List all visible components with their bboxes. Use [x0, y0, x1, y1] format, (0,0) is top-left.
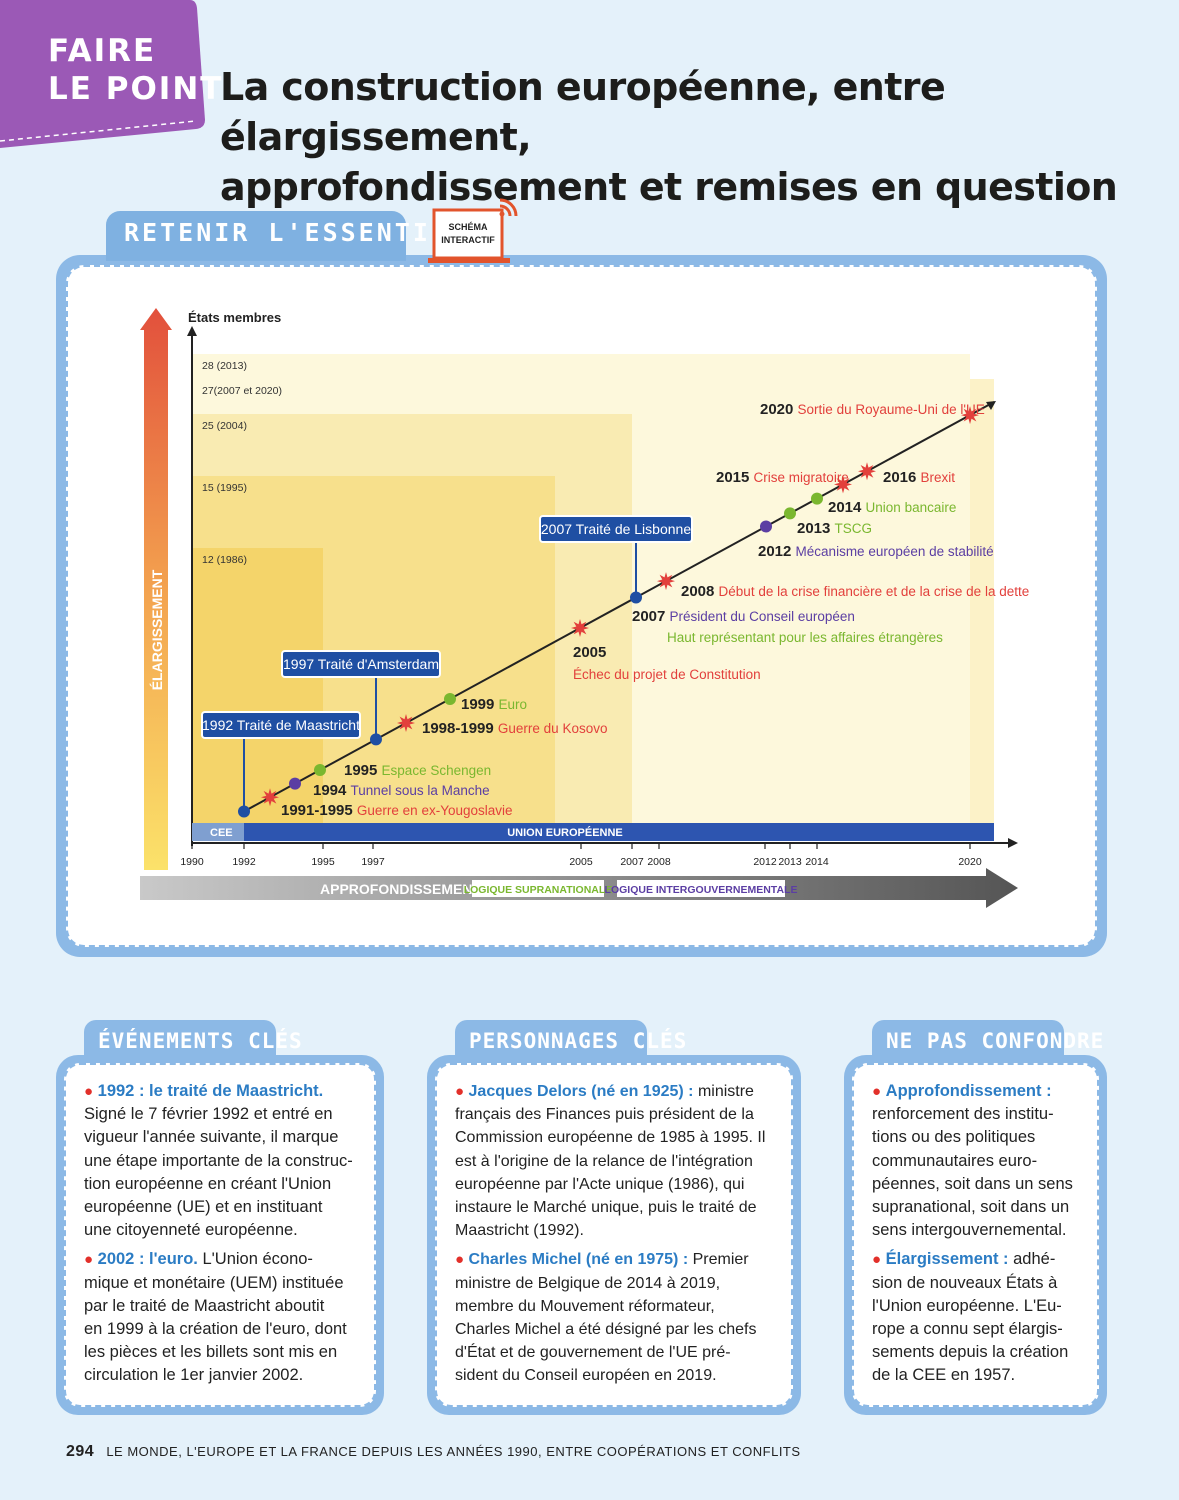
crisis-marker	[834, 475, 852, 494]
event-label: 1991-1995 Guerre en ex-Yougoslavie	[281, 802, 513, 819]
member-level-areas: 28 (2013) 27(2007 et 2020) 25 (2004) 15 (19…	[192, 354, 994, 823]
x-tick-label: 1997	[361, 856, 385, 868]
chapter-tag	[0, 0, 205, 148]
member-level-label: 27(2007 et 2020)	[202, 385, 282, 397]
member-level-label: 28 (2013)	[202, 360, 247, 372]
legend-inter-box	[617, 880, 785, 897]
interactive-schema-label: SCHÉMA INTERACTIF	[441, 222, 495, 245]
crisis-marker	[961, 406, 979, 425]
event-label: 2014 Union bancaire	[828, 499, 956, 516]
personnages-item-1: ● Jacques Delors (né en 1925) : ministre…	[455, 1083, 766, 1240]
supra-marker	[444, 692, 456, 705]
member-level-label: 15 (1995)	[202, 482, 247, 494]
eu-timeline-diagram: 28 (2013) 27(2007 et 2020) 25 (2004) 15 (19…	[140, 308, 1029, 908]
event-label: 1998-1999 Guerre du Kosovo	[422, 720, 607, 737]
x-tick-label: 2020	[958, 856, 982, 868]
event-label: 2008 Début de la crise financière et de …	[681, 583, 1029, 600]
footer-text: LE MONDE, L'EUROPE ET LA FRANCE DEPUIS L…	[106, 1444, 801, 1459]
legend-supra: LOGIQUE SUPRANATIONALE	[464, 884, 613, 896]
x-tick-label: 1992	[232, 856, 256, 868]
personnages-item-2: ● Charles Michel (né en 1975) : Premier …	[455, 1251, 757, 1385]
retenir-tab-label: RETENIR L'ESSENTIEL	[124, 218, 467, 247]
event-label: Haut représentant pour les affaires étra…	[667, 630, 943, 645]
confondre-text: ● Approfondissement : renforcement des i…	[872, 1080, 1094, 1394]
member-level-label: 12 (1986)	[202, 554, 247, 566]
personnages-content	[435, 1063, 793, 1407]
confondre-content	[852, 1063, 1099, 1407]
inter-marker	[289, 777, 301, 790]
treaty-label: 2007 Traité de Lisbonne	[541, 521, 691, 537]
supra-marker	[811, 492, 823, 505]
legend-inter: LOGIQUE INTERGOUVERNEMENTALE	[605, 884, 798, 896]
treaty-label: 1992 Traité de Maastricht	[202, 717, 360, 733]
crisis-marker	[858, 462, 876, 481]
x-tick-label: 2012	[753, 856, 777, 868]
x-tick-label: 2014	[805, 856, 829, 868]
event-label: 2007 Président du Conseil européen	[632, 608, 855, 625]
page-footer: 294 LE MONDE, L'EUROPE ET LA FRANCE DEPU…	[66, 1443, 801, 1461]
evenements-tab-label: ÉVÉNEMENTS CLÉS	[98, 1029, 303, 1053]
crisis-marker	[261, 788, 279, 807]
event-label: 2012 Mécanisme européen de stabilité	[758, 543, 994, 560]
crisis-marker	[397, 714, 415, 732]
treaty-box	[539, 515, 693, 543]
inter-marker	[760, 520, 772, 533]
evenements-content	[64, 1063, 376, 1407]
page-number: 294	[66, 1443, 95, 1460]
event-labels: 1992 Traité de Maastricht 1997 Traité d'A…	[201, 401, 1029, 819]
treaty-box	[201, 711, 361, 739]
cee-band	[192, 823, 244, 841]
x-tick-label: 2008	[647, 856, 671, 868]
personnages-tab	[455, 1020, 647, 1064]
personnages-text: ● Jacques Delors (né en 1925) : ministre…	[455, 1080, 785, 1394]
crisis-marker	[571, 619, 589, 637]
x-tick-label: 1990	[180, 856, 204, 868]
event-label: 2015 Crise migratoire	[716, 469, 849, 486]
supra-marker	[314, 763, 326, 776]
event-label: 2016 Brexit	[883, 469, 955, 486]
treaty-box	[281, 650, 441, 678]
member-level-label: 25 (2004)	[202, 420, 247, 432]
supra-marker	[784, 507, 796, 520]
elargissement-arrow	[140, 308, 172, 870]
interactive-schema-icon[interactable]	[428, 196, 523, 266]
event-label: 2020 Sortie du Royaume-Uni de l'UE	[760, 401, 985, 418]
x-tick-label: 2005	[569, 856, 593, 868]
personnages-tab-label: PERSONNAGES CLÉS	[469, 1029, 688, 1053]
event-label: 1994 Tunnel sous la Manche	[313, 782, 490, 799]
event-label: 1995 Espace Schengen	[344, 762, 491, 779]
evenements-item-2: ● 2002 : l'euro. L'Union écono- mique et…	[84, 1250, 347, 1385]
confondre-item-2: ● Élargissement : adhé- sion de nouveaux…	[872, 1250, 1069, 1385]
evenements-text: ● 1992 : le traité de Maastricht. Signé …	[84, 1080, 364, 1394]
x-ticks: 1990 1992 1995 1997 2005 2007 2008 2012 2013 2014…	[180, 843, 982, 868]
event-label: 1999 Euro	[461, 696, 527, 713]
evenements-tab	[84, 1020, 276, 1064]
ue-band	[244, 823, 994, 841]
approfondissement-label: APPROFONDISSEMENT :	[320, 881, 490, 897]
evenements-item-1: ● 1992 : le traité de Maastricht. Signé …	[84, 1082, 353, 1240]
event-label: 2013 TSCG	[797, 520, 872, 537]
treaty-label: 1997 Traité d'Amsterdam	[283, 656, 439, 672]
elargissement-label: ÉLARGISSEMENT	[149, 569, 165, 690]
cee-band-label: CEE	[210, 827, 233, 839]
confondre-item-1: ● Approfondissement : renforcement des i…	[872, 1082, 1073, 1240]
member-level-area	[192, 548, 323, 823]
legend-supra-box	[472, 880, 604, 897]
event-label: 2005 Échec du projet de Constitution	[573, 644, 761, 682]
retenir-tab	[106, 211, 406, 261]
crisis-marker	[657, 572, 675, 591]
confondre-tab	[872, 1020, 1064, 1064]
confondre-tab-label: NE PAS CONFONDRE	[886, 1029, 1105, 1053]
y-axis-title: États membres	[188, 310, 281, 325]
x-tick-label: 2007	[620, 856, 644, 868]
chapter-tag-label: FAIRE LE POINT	[48, 33, 224, 107]
page-title: La construction européenne, entre élargi…	[220, 65, 1118, 209]
ue-band-label: UNION EUROPÉENNE	[507, 826, 623, 839]
x-tick-label: 1995	[311, 856, 335, 868]
x-tick-label: 2013	[778, 856, 802, 868]
